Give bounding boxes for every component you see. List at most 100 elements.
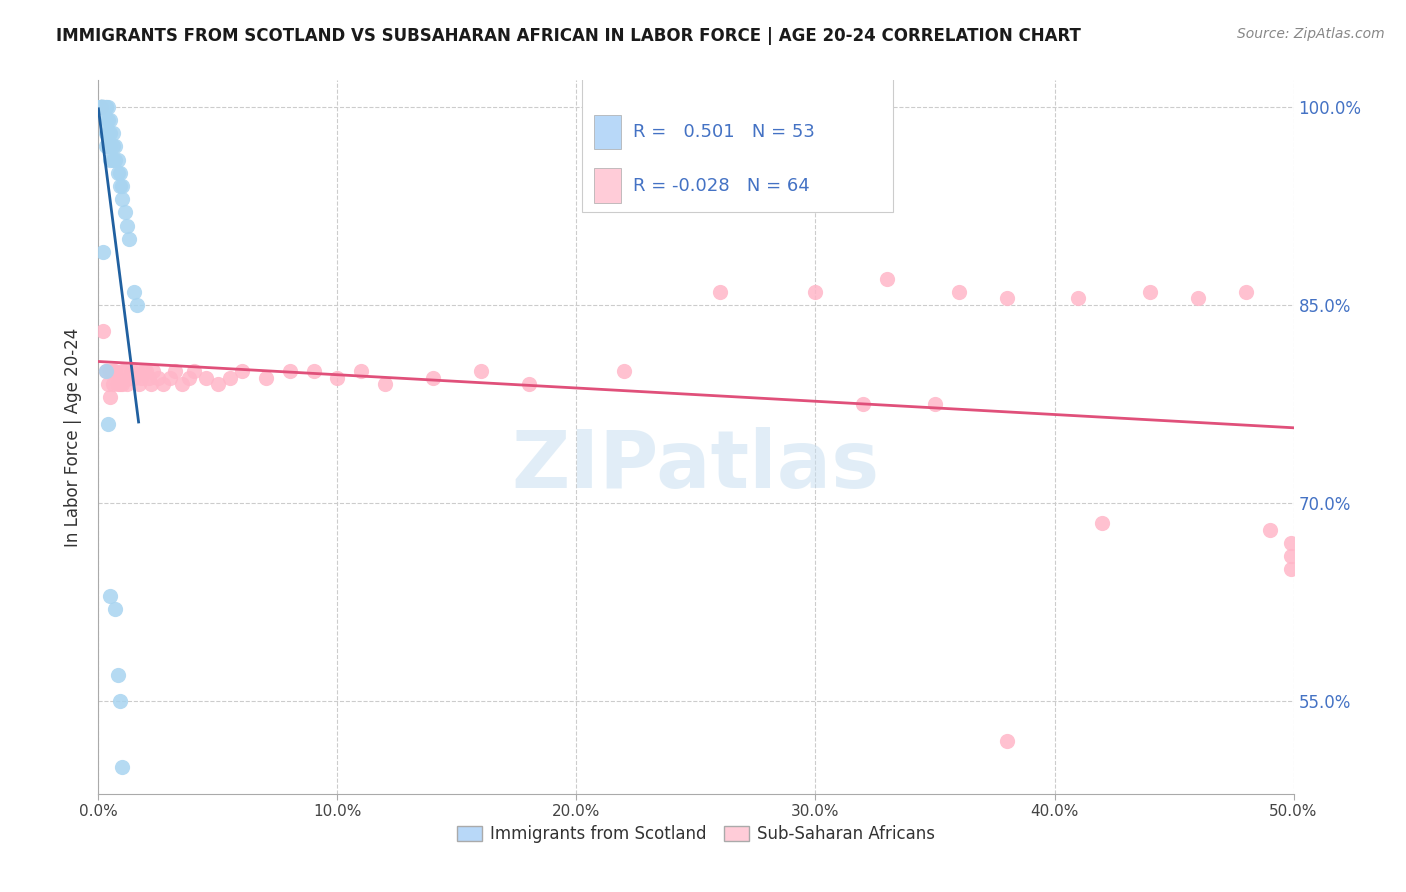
Point bbox=[98, 139, 122, 153]
Point bbox=[104, 364, 127, 378]
Point bbox=[139, 377, 162, 392]
Point bbox=[98, 126, 122, 140]
Text: R = -0.028   N = 64: R = -0.028 N = 64 bbox=[633, 177, 810, 194]
Text: R =   0.501   N = 53: R = 0.501 N = 53 bbox=[633, 123, 814, 141]
FancyBboxPatch shape bbox=[582, 77, 893, 212]
Y-axis label: In Labor Force | Age 20-24: In Labor Force | Age 20-24 bbox=[65, 327, 83, 547]
Point bbox=[159, 370, 181, 384]
Point bbox=[121, 364, 143, 378]
Point bbox=[148, 370, 170, 384]
Text: ZIPatlas: ZIPatlas bbox=[512, 426, 880, 505]
Point bbox=[98, 364, 122, 378]
Point bbox=[90, 100, 112, 114]
Point bbox=[90, 100, 112, 114]
Point bbox=[995, 291, 1018, 305]
Point bbox=[107, 166, 129, 180]
Bar bbox=[595, 169, 620, 202]
Point bbox=[94, 100, 117, 114]
Point bbox=[97, 100, 120, 114]
Point bbox=[278, 364, 301, 378]
Point bbox=[97, 139, 120, 153]
Point bbox=[104, 139, 127, 153]
Point bbox=[852, 397, 875, 411]
Point bbox=[135, 364, 157, 378]
Point bbox=[101, 377, 124, 392]
Point bbox=[125, 298, 148, 312]
Point bbox=[108, 179, 131, 194]
Point bbox=[115, 219, 138, 233]
Point bbox=[111, 760, 134, 774]
Point bbox=[195, 370, 218, 384]
Point bbox=[114, 364, 136, 378]
Point bbox=[517, 377, 540, 392]
Point bbox=[91, 100, 114, 114]
Point bbox=[90, 100, 112, 114]
Point bbox=[152, 377, 174, 392]
Point bbox=[302, 364, 325, 378]
Point bbox=[90, 100, 112, 114]
Point bbox=[118, 232, 141, 246]
Point bbox=[107, 668, 129, 682]
Point bbox=[111, 364, 134, 378]
Point bbox=[114, 205, 136, 219]
Point bbox=[124, 370, 146, 384]
Point bbox=[101, 153, 124, 167]
Point bbox=[90, 100, 112, 114]
Point bbox=[90, 100, 112, 114]
Point bbox=[97, 126, 120, 140]
Point bbox=[94, 112, 117, 127]
Point bbox=[90, 100, 112, 114]
Point bbox=[118, 370, 141, 384]
Point bbox=[231, 364, 253, 378]
Point bbox=[101, 126, 124, 140]
Point bbox=[183, 364, 205, 378]
Point bbox=[131, 370, 153, 384]
Point bbox=[97, 417, 120, 431]
Point bbox=[97, 112, 120, 127]
Point bbox=[1091, 516, 1114, 530]
Point bbox=[108, 166, 131, 180]
Point bbox=[876, 271, 898, 285]
Point bbox=[1139, 285, 1161, 299]
Point bbox=[98, 112, 122, 127]
Bar bbox=[595, 115, 620, 149]
Point bbox=[97, 377, 120, 392]
Point bbox=[374, 377, 396, 392]
Point bbox=[179, 370, 201, 384]
Point bbox=[91, 324, 114, 338]
Point bbox=[91, 100, 114, 114]
Point bbox=[924, 397, 946, 411]
Point bbox=[111, 179, 134, 194]
Point bbox=[142, 364, 165, 378]
Point bbox=[172, 377, 194, 392]
Point bbox=[326, 370, 349, 384]
Point bbox=[107, 377, 129, 392]
Point bbox=[101, 139, 124, 153]
Text: IMMIGRANTS FROM SCOTLAND VS SUBSAHARAN AFRICAN IN LABOR FORCE | AGE 20-24 CORREL: IMMIGRANTS FROM SCOTLAND VS SUBSAHARAN A… bbox=[56, 27, 1081, 45]
Point bbox=[125, 364, 148, 378]
Point bbox=[91, 100, 114, 114]
Point bbox=[1279, 562, 1302, 576]
Point bbox=[101, 364, 124, 378]
Point bbox=[138, 370, 160, 384]
Point bbox=[94, 139, 117, 153]
Point bbox=[90, 100, 112, 114]
Point bbox=[613, 364, 636, 378]
Point bbox=[91, 245, 114, 260]
Point bbox=[1279, 549, 1302, 563]
Point bbox=[104, 602, 127, 616]
Point bbox=[111, 192, 134, 206]
Point bbox=[128, 377, 150, 392]
Point bbox=[98, 589, 122, 603]
Point bbox=[948, 285, 970, 299]
Point bbox=[108, 377, 131, 392]
Point bbox=[1067, 291, 1090, 305]
Point bbox=[995, 734, 1018, 748]
Point bbox=[1258, 523, 1281, 537]
Point bbox=[422, 370, 444, 384]
Point bbox=[804, 285, 827, 299]
Point bbox=[94, 364, 117, 378]
Point bbox=[163, 364, 186, 378]
Point bbox=[94, 126, 117, 140]
Point bbox=[91, 100, 114, 114]
